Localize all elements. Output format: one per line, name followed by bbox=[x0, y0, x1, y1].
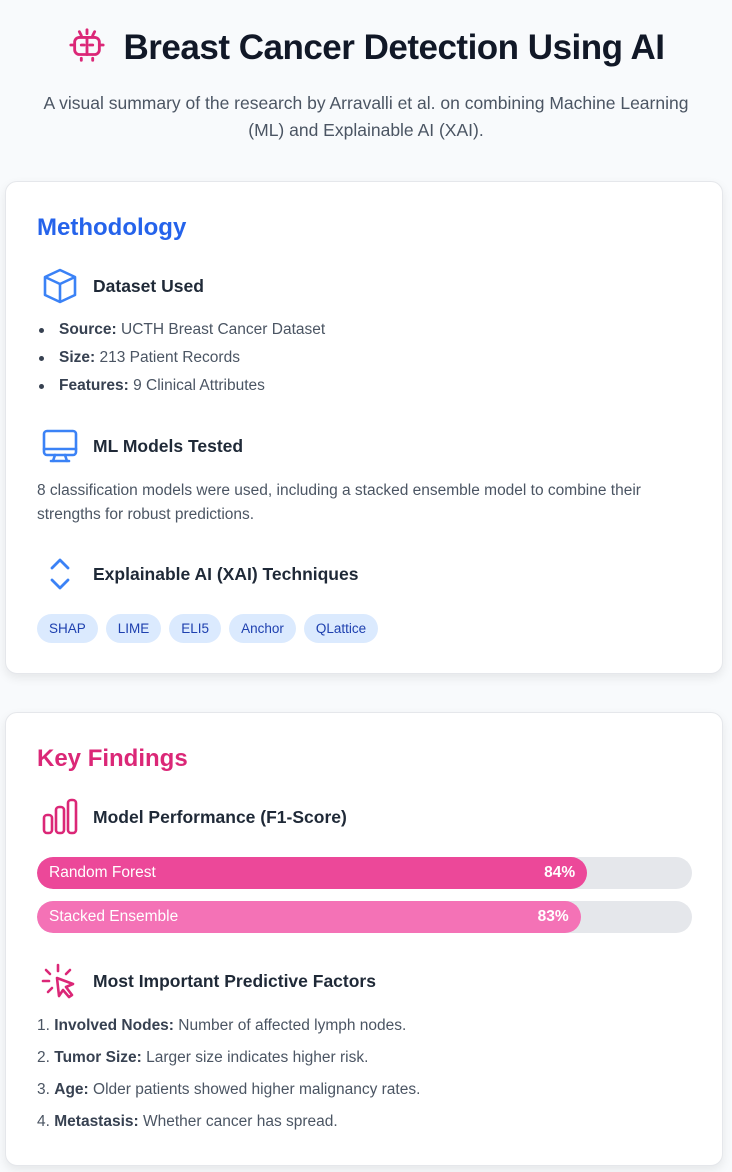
list-item: Source: UCTH Breast Cancer Dataset bbox=[37, 316, 325, 344]
bar-label: Random Forest bbox=[49, 864, 156, 881]
title-row: Breast Cancer Detection Using AI bbox=[0, 26, 732, 69]
models-title: ML Models Tested bbox=[93, 435, 244, 456]
list-item: Size: 213 Patient Records bbox=[37, 344, 325, 372]
models-heading: ML Models Tested bbox=[39, 425, 243, 467]
findings-title: Key Findings bbox=[37, 745, 188, 772]
tag-shap: SHAP bbox=[37, 614, 98, 643]
bar-label: Stacked Ensemble bbox=[49, 908, 179, 925]
page-subtitle: A visual summary of the research by Arra… bbox=[0, 90, 732, 144]
subtitle-line-2: (ML) and Explainable AI (XAI). bbox=[248, 120, 484, 140]
tag-eli5: ELI5 bbox=[169, 614, 222, 643]
monitor-icon bbox=[39, 425, 81, 467]
dataset-list: Source: UCTH Breast Cancer Dataset Size:… bbox=[37, 316, 325, 400]
cursor-click-icon bbox=[39, 960, 81, 1002]
findings-card: Key Findings Model Performance (F1-Score… bbox=[5, 712, 723, 1166]
bar-track-stacked-ensemble: Stacked Ensemble 83% bbox=[37, 901, 692, 933]
dataset-title: Dataset Used bbox=[93, 275, 204, 296]
cube-icon bbox=[39, 265, 81, 307]
tag-lime: LIME bbox=[105, 614, 162, 643]
list-item: 1. Involved Nodes: Number of affected ly… bbox=[37, 1017, 407, 1034]
xai-heading: Explainable AI (XAI) Techniques bbox=[39, 553, 358, 595]
bar-percent: 83% bbox=[537, 908, 569, 925]
bar-percent: 84% bbox=[544, 864, 576, 881]
xai-title: Explainable AI (XAI) Techniques bbox=[93, 563, 359, 584]
factors-list: 1. Involved Nodes: Number of affected ly… bbox=[37, 1010, 420, 1138]
bar-random-forest: Random Forest 84% bbox=[37, 857, 588, 889]
page-title: Breast Cancer Detection Using AI bbox=[123, 27, 665, 67]
list-item: 2. Tumor Size: Larger size indicates hig… bbox=[37, 1049, 369, 1066]
list-item: 4. Metastasis: Whether cancer has spread… bbox=[37, 1113, 338, 1130]
performance-heading: Model Performance (F1-Score) bbox=[39, 796, 347, 838]
tag-anchor: Anchor bbox=[229, 614, 296, 643]
factors-heading: Most Important Predictive Factors bbox=[39, 960, 376, 1002]
bar-stacked-ensemble: Stacked Ensemble 83% bbox=[37, 901, 581, 933]
methodology-title: Methodology bbox=[37, 214, 187, 241]
brain-icon bbox=[68, 26, 106, 69]
methodology-card: Methodology Dataset Used Source: UCTH Br… bbox=[5, 181, 723, 674]
xai-tags: SHAP LIME ELI5 Anchor QLattice bbox=[37, 614, 379, 643]
subtitle-line-1: A visual summary of the research by Arra… bbox=[43, 93, 689, 113]
chevrons-up-down-icon bbox=[39, 553, 81, 595]
bar-chart-icon bbox=[39, 796, 81, 838]
tag-qlattice: QLattice bbox=[303, 614, 379, 643]
factors-title: Most Important Predictive Factors bbox=[93, 970, 376, 991]
models-description: 8 classification models were used, inclu… bbox=[37, 482, 641, 523]
list-item: Features: 9 Clinical Attributes bbox=[37, 372, 325, 400]
dataset-heading: Dataset Used bbox=[39, 265, 204, 307]
list-item: 3. Age: Older patients showed higher mal… bbox=[37, 1081, 421, 1098]
bar-track-random-forest: Random Forest 84% bbox=[37, 857, 692, 889]
performance-title: Model Performance (F1-Score) bbox=[93, 806, 347, 827]
